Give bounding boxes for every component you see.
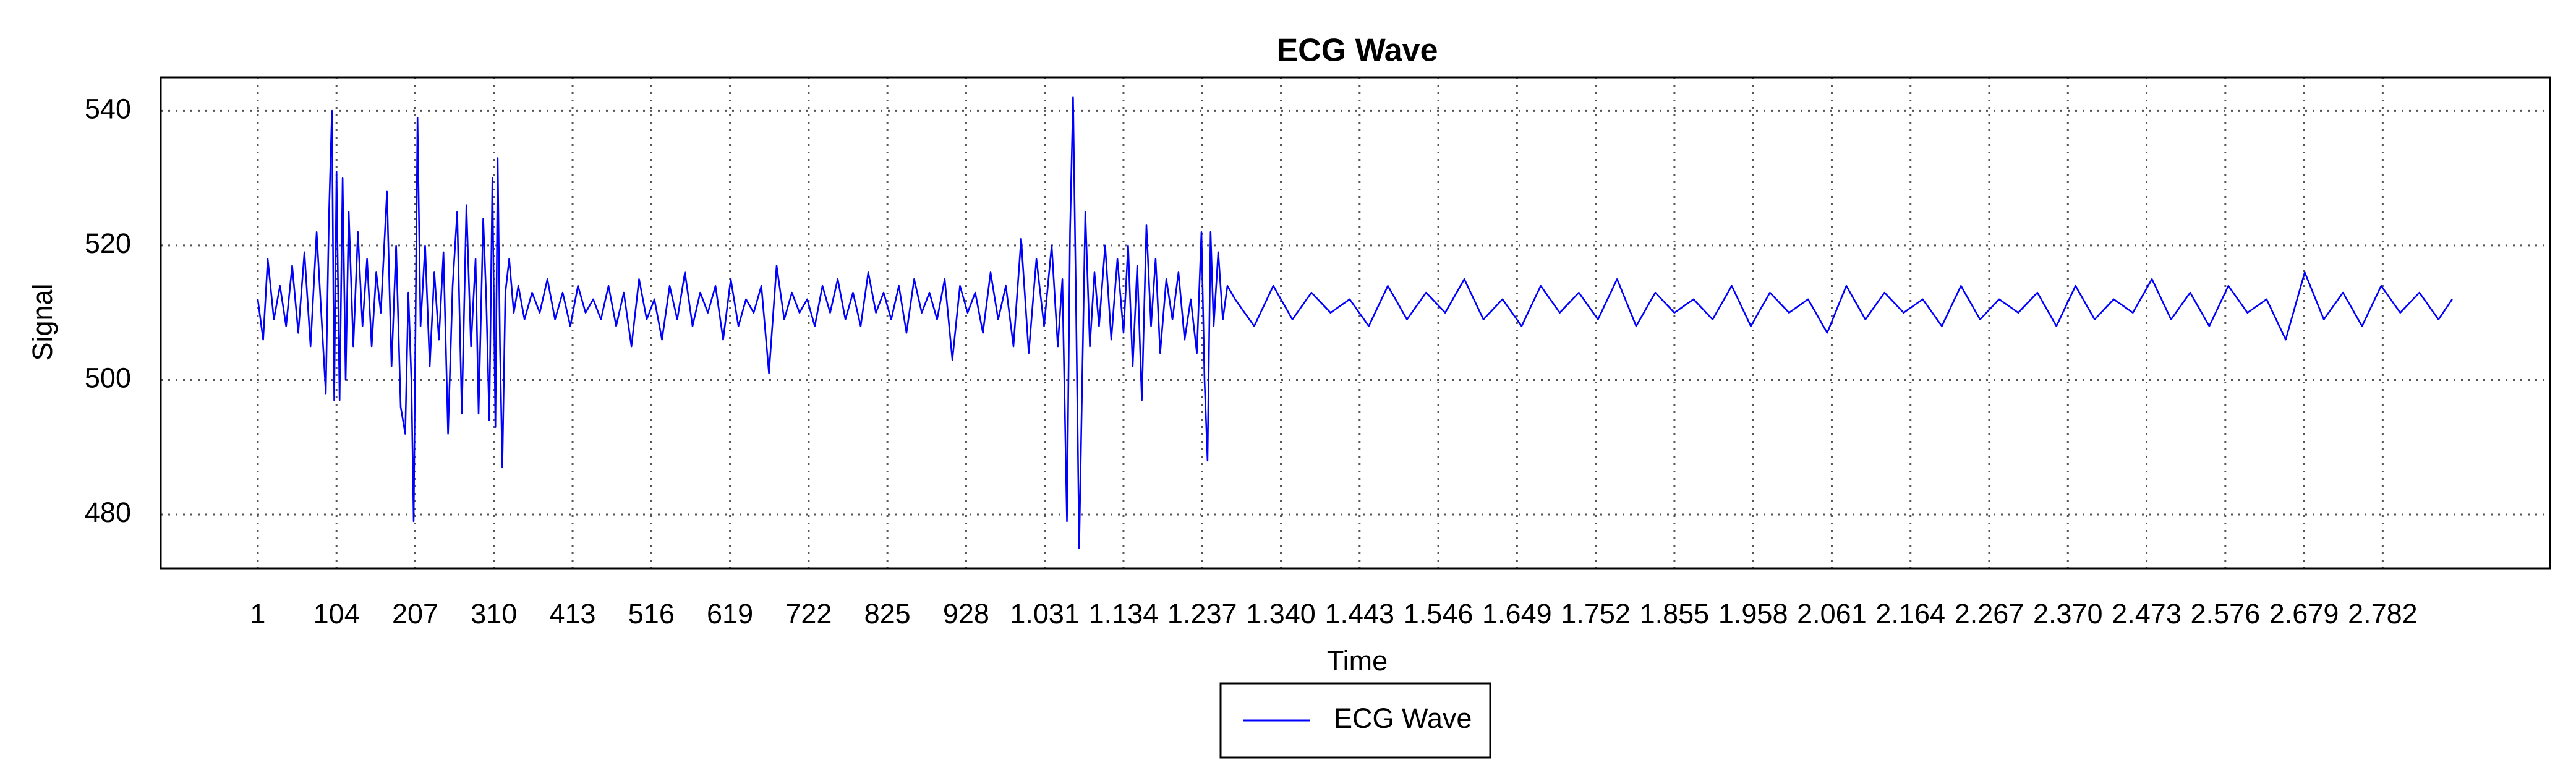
y-tick-label: 500 [85, 362, 131, 393]
x-tick-label: 928 [943, 598, 989, 630]
x-tick-label: 1.958 [1718, 598, 1788, 630]
x-tick-label: 1 [250, 598, 265, 630]
x-tick-label: 2.164 [1875, 598, 1945, 630]
x-tick-label: 1.546 [1404, 598, 1474, 630]
x-tick-label: 2.576 [2191, 598, 2261, 630]
x-tick-label: 2.782 [2348, 598, 2418, 630]
x-tick-label: 1.031 [1010, 598, 1080, 630]
x-tick-label: 1.443 [1324, 598, 1394, 630]
x-tick-label: 2.679 [2269, 598, 2339, 630]
y-axis-label: Signal [27, 283, 58, 361]
x-tick-label: 207 [392, 598, 438, 630]
x-tick-label: 104 [313, 598, 360, 630]
x-tick-label: 310 [471, 598, 517, 630]
plot-frame [160, 76, 2551, 570]
chart-title: ECG Wave [1276, 33, 1438, 69]
y-tick-label: 520 [85, 228, 131, 259]
data-line [257, 96, 2453, 549]
x-tick-label: 2.061 [1797, 598, 1867, 630]
x-tick-label: 2.267 [1955, 598, 2024, 630]
x-tick-label: 1.752 [1561, 598, 1631, 630]
y-tick-label: 480 [85, 497, 131, 528]
x-tick-label: 413 [549, 598, 595, 630]
x-tick-label: 1.649 [1482, 598, 1552, 630]
x-tick-label: 516 [628, 598, 675, 630]
x-axis-label: Time [1327, 645, 1388, 677]
x-tick-label: 825 [864, 598, 911, 630]
legend-label: ECG Wave [1334, 703, 1472, 734]
x-tick-label: 1.855 [1640, 598, 1710, 630]
x-tick-label: 1.340 [1246, 598, 1316, 630]
x-tick-label: 1.134 [1089, 598, 1159, 630]
x-tick-label: 1.237 [1167, 598, 1237, 630]
y-tick-label: 540 [85, 93, 131, 124]
x-tick-label: 2.473 [2112, 598, 2181, 630]
x-tick-label: 619 [707, 598, 753, 630]
x-tick-label: 2.370 [2033, 598, 2103, 630]
x-tick-label: 722 [785, 598, 832, 630]
